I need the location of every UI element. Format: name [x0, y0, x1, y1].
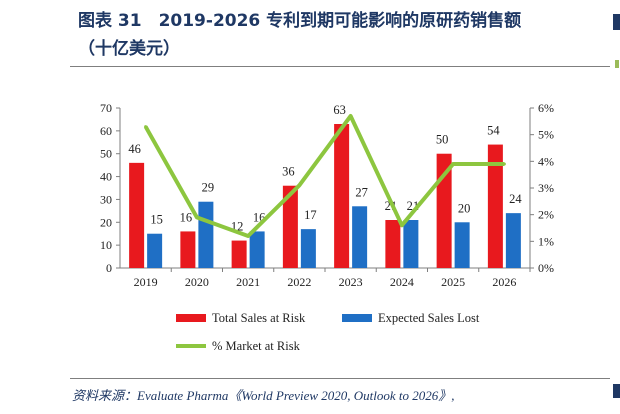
line-point-market-at-risk [246, 234, 250, 238]
legend-swatch-total-sales [176, 314, 206, 322]
combo-chart: 0102030405060700%1%2%3%4%5%6%20194615202… [100, 101, 554, 353]
x-tick-label: 2019 [134, 275, 158, 289]
line-point-market-at-risk [297, 183, 301, 187]
x-tick-label: 2025 [441, 275, 465, 289]
legend-label-expected-lost: Expected Sales Lost [378, 311, 480, 325]
adjacent-column-marker [613, 14, 620, 30]
bar-total-sales [334, 124, 350, 268]
x-tick-label: 2023 [339, 275, 363, 289]
data-label-expected-lost: 29 [202, 181, 215, 195]
bar-expected-lost [454, 222, 470, 268]
line-point-market-at-risk [502, 162, 506, 166]
chart-title-unit: （十亿美元） [78, 39, 180, 59]
bar-total-sales [487, 144, 503, 268]
bar-expected-lost [352, 206, 368, 268]
data-label-total-sales: 16 [180, 210, 193, 224]
line-point-market-at-risk [451, 162, 455, 166]
x-tick-label: 2021 [236, 275, 260, 289]
right-tick-label: 2% [538, 208, 554, 222]
right-tick-label: 1% [538, 234, 554, 248]
source-note: 资料来源：Evaluate Pharma《World Preview 2020,… [72, 388, 455, 403]
right-tick-label: 5% [538, 128, 554, 142]
left-tick-label: 40 [100, 170, 112, 184]
left-tick-label: 70 [100, 101, 112, 115]
chart-title: 图表 31 2019-2026 专利到期可能影响的原研药销售额 [78, 11, 522, 31]
bar-expected-lost [147, 233, 163, 268]
right-tick-label: 0% [538, 261, 554, 275]
adjacent-column-marker-bottom [613, 384, 620, 398]
x-tick-label: 2022 [287, 275, 311, 289]
bar-expected-lost [300, 229, 316, 268]
left-tick-label: 30 [100, 192, 112, 206]
bar-expected-lost [505, 213, 521, 268]
line-point-market-at-risk [195, 215, 199, 219]
x-tick-label: 2024 [390, 275, 414, 289]
line-market-at-risk [143, 114, 505, 238]
left-tick-label: 20 [100, 215, 112, 229]
data-label-total-sales: 54 [487, 124, 500, 138]
data-label-expected-lost: 24 [509, 192, 522, 206]
x-tick-label: 2026 [492, 275, 516, 289]
line-point-market-at-risk [400, 223, 404, 227]
source-divider [70, 378, 610, 379]
legend-swatch-expected-lost [342, 314, 372, 322]
data-label-total-sales: 50 [436, 133, 449, 147]
right-tick-label: 3% [538, 181, 554, 195]
legend-label-total-sales: Total Sales at Risk [212, 311, 306, 325]
data-label-total-sales: 46 [128, 142, 141, 156]
left-tick-label: 0 [106, 261, 112, 275]
bar-total-sales [180, 231, 196, 268]
left-tick-label: 10 [100, 238, 112, 252]
data-label-expected-lost: 20 [458, 201, 471, 215]
title-divider [70, 66, 610, 67]
data-label-expected-lost: 15 [150, 213, 163, 227]
x-tick-label: 2020 [185, 275, 209, 289]
data-label-expected-lost: 17 [304, 208, 317, 222]
bar-total-sales [129, 162, 145, 268]
bar-expected-lost [403, 220, 419, 268]
bar-total-sales [385, 220, 401, 268]
line-point-market-at-risk [144, 125, 148, 129]
bar-total-sales [282, 185, 298, 268]
left-tick-label: 50 [100, 147, 112, 161]
bar-total-sales [231, 240, 247, 268]
left-tick-label: 60 [100, 124, 112, 138]
bar-expected-lost [249, 231, 265, 268]
bar-expected-lost [198, 201, 214, 268]
line-point-market-at-risk [349, 114, 353, 118]
legend-label-market-at-risk: % Market at Risk [212, 339, 301, 353]
data-label-expected-lost: 27 [355, 185, 368, 199]
right-tick-label: 6% [538, 101, 554, 115]
data-label-total-sales: 36 [282, 165, 295, 179]
data-label-total-sales: 63 [333, 103, 346, 117]
right-tick-label: 4% [538, 154, 554, 168]
adjacent-column-accent [615, 60, 619, 68]
